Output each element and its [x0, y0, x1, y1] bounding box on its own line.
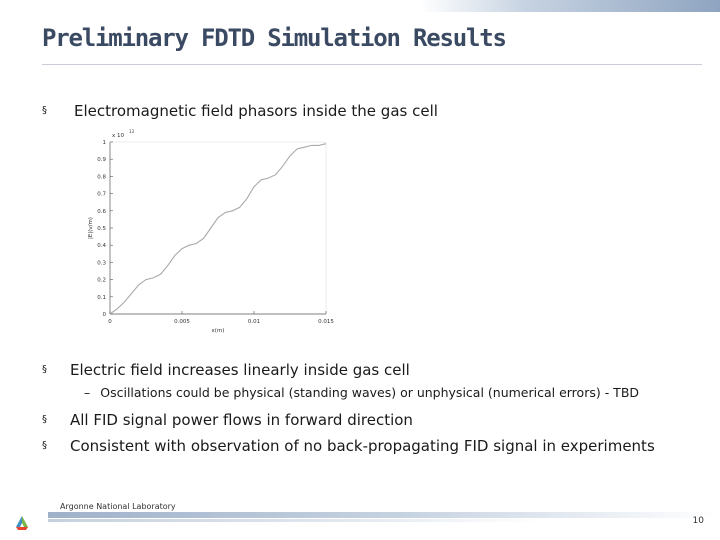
series-line [109, 143, 327, 315]
slide-title: Preliminary FDTD Simulation Results [42, 24, 507, 52]
bullet-text: All FID signal power flows in forward di… [70, 411, 413, 429]
x-tick-label: 0 [108, 319, 112, 325]
sub-bullet-text: Oscillations could be physical (standing… [100, 385, 640, 400]
y-tick-label: 0.3 [97, 260, 106, 266]
y-tick-label: 0.9 [97, 157, 106, 163]
footer-lab-name: Argonne National Laboratory [60, 502, 176, 511]
argonne-logo-icon [16, 516, 28, 530]
bullet-marker: § [42, 105, 47, 116]
y-tick-label: 0.1 [97, 295, 106, 301]
y-tick-label: 0 [103, 312, 107, 318]
y-tick-label: 0.5 [97, 226, 106, 232]
bullet-text: Electric field increases linearly inside… [70, 361, 410, 379]
title-divider [42, 64, 702, 65]
y-axis-label: |E|(v/m) [88, 217, 94, 239]
header-accent-bar [420, 0, 720, 12]
y-tick-label: 0.8 [97, 174, 106, 180]
bullet-text: Consistent with observation of no back-p… [70, 437, 655, 455]
bullet-text: Electromagnetic field phasors inside the… [74, 102, 438, 120]
y-tick-label: 0.7 [97, 192, 106, 198]
x-tick-label: 0.015 [318, 319, 334, 325]
x-tick-label: 0.005 [174, 319, 190, 325]
y-scale-label: x 10 [112, 133, 125, 139]
y-tick-label: 1 [103, 140, 107, 146]
x-axis-label: x(m) [212, 328, 225, 334]
y-scale-exponent: 13 [129, 129, 135, 134]
page-number: 10 [692, 516, 704, 526]
y-tick-label: 0.2 [97, 278, 106, 284]
field-chart: 0 0.1 0.2 0.3 0.4 0.5 0.6 0.7 0.8 0.9 1 0 0.005 0.01 0… [88, 129, 334, 334]
bullet-marker: § [42, 440, 47, 451]
sub-bullet-item: – Oscillations could be physical (standin… [84, 385, 639, 401]
y-tick-label: 0.4 [97, 243, 106, 249]
x-tick-label: 0.01 [248, 319, 260, 325]
bullet-marker: § [42, 414, 47, 425]
sub-bullet-dash: – [84, 385, 91, 400]
footer-accent-bar [48, 512, 720, 522]
bullet-marker: § [42, 364, 47, 375]
y-tick-label: 0.6 [97, 209, 106, 215]
